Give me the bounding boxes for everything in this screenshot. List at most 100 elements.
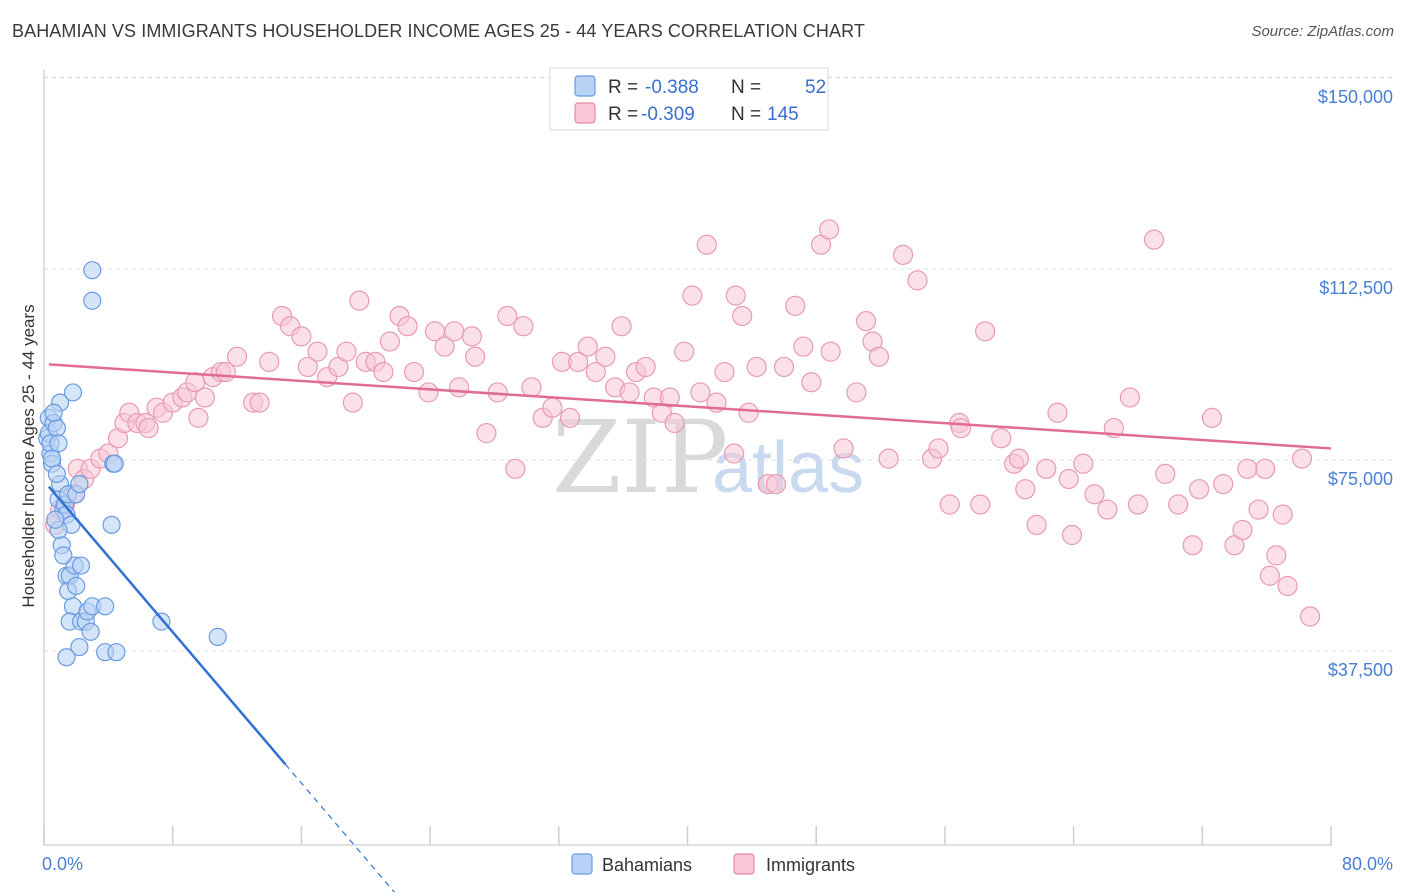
immigrants-point <box>793 336 814 357</box>
immigrants-point <box>833 438 854 459</box>
gridlines <box>44 76 1392 652</box>
immigrants-point <box>379 331 400 352</box>
immigrants-point <box>696 234 717 255</box>
immigrants-point <box>878 448 899 469</box>
immigrants-point <box>1277 575 1298 597</box>
immigrants-point <box>1248 499 1269 520</box>
immigrants-point <box>1168 494 1189 515</box>
immigrants-point <box>1127 494 1149 515</box>
immigrants-point <box>403 361 425 383</box>
immigrants-point <box>690 382 711 403</box>
y-tick-labels: $150,000 $112,500 $75,000 $37,500 <box>1318 87 1393 680</box>
immigrants-point <box>1188 479 1210 500</box>
immigrants-point <box>568 351 589 372</box>
immigrants-point <box>476 423 497 444</box>
immigrants-point <box>846 382 867 403</box>
x-tick-label-left: 0.0% <box>42 854 83 874</box>
y-tick-label-3: $37,500 <box>1328 660 1393 680</box>
immigrants-point <box>1291 448 1313 469</box>
legend-n-value-bahamians: 52 <box>805 77 826 98</box>
bahamians-point <box>102 515 121 534</box>
immigrants-point <box>939 494 960 515</box>
immigrants-point <box>1047 402 1068 423</box>
immigrants-point <box>513 316 534 337</box>
bahamians-trend-extension <box>284 763 395 892</box>
immigrants-point <box>611 316 632 337</box>
immigrants-point <box>249 392 270 413</box>
immigrants-trend-line <box>48 363 1332 450</box>
immigrants-point <box>138 417 159 439</box>
immigrants-point <box>497 305 518 327</box>
immigrants-points <box>45 219 1321 627</box>
immigrants-point <box>1232 519 1253 541</box>
immigrants-point <box>188 407 209 428</box>
immigrants-point <box>674 341 695 362</box>
immigrants-point <box>820 341 841 362</box>
bahamians-point <box>83 291 102 310</box>
immigrants-point <box>738 402 759 423</box>
immigrants-point <box>307 341 328 362</box>
bahamians-point <box>54 546 73 565</box>
series-legend-swatch-immigrants <box>733 853 755 875</box>
immigrants-point <box>297 356 318 378</box>
source-label: Source: ZipAtlas.com <box>1251 23 1394 40</box>
y-tick-label-1: $112,500 <box>1319 278 1393 298</box>
legend-r-value-bahamians: -0.388 <box>645 77 699 98</box>
immigrants-point <box>619 382 640 403</box>
immigrants-point <box>1084 484 1105 505</box>
series-legend: Bahamians Immigrants <box>571 853 855 875</box>
immigrants-point <box>1266 545 1287 566</box>
bahamians-point <box>67 576 86 596</box>
immigrants-point <box>1015 479 1036 500</box>
immigrants-point <box>818 219 840 240</box>
immigrants-point <box>1299 606 1321 627</box>
immigrants-point <box>577 336 598 357</box>
immigrants-point <box>444 321 465 342</box>
bahamians-point <box>47 418 66 438</box>
immigrants-point <box>773 356 795 378</box>
correlation-legend: R = -0.388 N = 52 R = -0.309 N = 145 <box>549 67 829 131</box>
x-tick-label-right: 80.0% <box>1342 854 1393 874</box>
immigrants-point <box>725 285 746 306</box>
bahamians-point <box>44 403 63 422</box>
immigrants-point <box>542 397 563 418</box>
immigrants-point <box>336 341 357 362</box>
immigrants-point <box>785 295 806 316</box>
bahamians-point <box>152 612 171 631</box>
immigrants-point <box>746 356 767 378</box>
immigrants-point <box>1201 407 1223 428</box>
immigrants-point <box>434 336 455 357</box>
immigrants-point <box>765 473 787 495</box>
bahamians-trend-line <box>47 485 287 766</box>
legend-n-value-immigrants: 145 <box>767 104 799 125</box>
bahamians-point <box>70 637 89 657</box>
immigrants-point <box>342 392 363 413</box>
immigrants-point <box>461 326 483 347</box>
immigrants-point <box>559 407 581 428</box>
immigrants-point <box>1036 458 1057 479</box>
immigrants-point <box>397 316 418 337</box>
immigrants-point <box>855 311 877 332</box>
bahamians-point <box>49 434 68 453</box>
immigrants-point <box>635 356 656 378</box>
bahamians-point <box>208 627 227 646</box>
immigrants-point <box>595 346 616 367</box>
bahamians-point <box>96 597 115 616</box>
series-legend-label-immigrants: Immigrants <box>766 855 855 875</box>
immigrants-point <box>970 494 991 515</box>
immigrants-point <box>1237 458 1258 479</box>
immigrants-point <box>724 443 745 464</box>
bahamians-point <box>47 464 66 484</box>
immigrants-point <box>1155 463 1176 485</box>
immigrants-point <box>975 321 996 342</box>
bahamians-points <box>38 261 227 667</box>
immigrants-point <box>465 346 486 367</box>
immigrants-point <box>1272 504 1293 525</box>
immigrants-point <box>1119 387 1141 408</box>
bahamians-point <box>105 454 124 473</box>
immigrants-point <box>1143 229 1165 250</box>
immigrants-point <box>868 346 890 367</box>
immigrants-point <box>1254 458 1276 479</box>
legend-r-value-immigrants: -0.309 <box>641 104 695 125</box>
legend-swatch-immigrants <box>574 102 596 124</box>
